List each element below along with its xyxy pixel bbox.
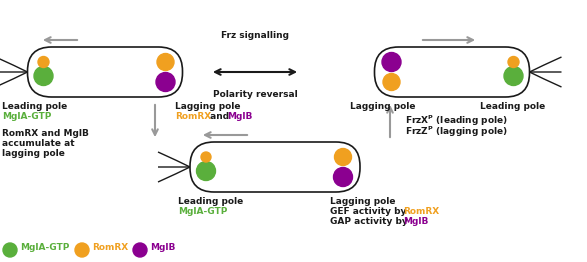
Text: Leading pole: Leading pole [2,102,68,111]
Circle shape [197,161,215,181]
Text: lagging pole: lagging pole [2,149,65,158]
Text: RomRX and MglB: RomRX and MglB [2,129,89,138]
Text: Lagging pole: Lagging pole [350,102,416,111]
Text: Frz signalling: Frz signalling [221,31,289,40]
Text: FrzX$^\mathregular{P}$ (leading pole): FrzX$^\mathregular{P}$ (leading pole) [405,114,508,128]
Text: Leading pole: Leading pole [178,197,243,206]
Text: Polarity reversal: Polarity reversal [212,90,298,99]
Text: FrzZ$^\mathregular{P}$ (lagging pole): FrzZ$^\mathregular{P}$ (lagging pole) [405,125,508,139]
Text: Leading pole: Leading pole [480,102,545,111]
Circle shape [382,52,401,72]
FancyBboxPatch shape [375,47,529,97]
Text: MglA-GTP: MglA-GTP [178,207,227,216]
Circle shape [34,67,53,85]
Text: RomRX: RomRX [92,243,128,252]
Circle shape [156,73,175,91]
Text: accumulate at: accumulate at [2,139,75,148]
Text: MglA-GTP: MglA-GTP [2,112,52,121]
Text: MglB: MglB [403,217,429,226]
Text: RomRX: RomRX [403,207,439,216]
Circle shape [383,74,400,90]
FancyBboxPatch shape [190,142,360,192]
Text: RomRX: RomRX [175,112,211,121]
Circle shape [75,243,89,257]
Text: and: and [207,112,232,121]
Circle shape [335,149,352,166]
Circle shape [38,57,49,68]
Circle shape [133,243,147,257]
FancyBboxPatch shape [28,47,183,97]
Text: MglA-GTP: MglA-GTP [20,243,69,252]
Text: GAP activity by: GAP activity by [330,217,411,226]
Circle shape [201,152,211,162]
Text: GEF activity by: GEF activity by [330,207,410,216]
Circle shape [333,167,353,187]
Text: MglB: MglB [150,243,176,252]
Text: MglB: MglB [227,112,252,121]
Circle shape [504,67,523,85]
Circle shape [508,57,519,68]
Circle shape [3,243,17,257]
Text: Lagging pole: Lagging pole [330,197,396,206]
Text: Lagging pole: Lagging pole [175,102,241,111]
Circle shape [157,53,174,70]
